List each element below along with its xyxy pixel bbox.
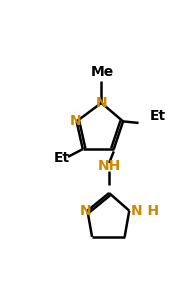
Text: Me: Me bbox=[91, 65, 114, 79]
Text: N: N bbox=[70, 114, 82, 128]
Text: NH: NH bbox=[97, 159, 121, 173]
Text: N: N bbox=[80, 204, 92, 218]
Text: N: N bbox=[96, 96, 107, 110]
Text: N H: N H bbox=[131, 204, 159, 218]
Text: Et: Et bbox=[149, 109, 166, 123]
Text: Et: Et bbox=[53, 151, 70, 165]
